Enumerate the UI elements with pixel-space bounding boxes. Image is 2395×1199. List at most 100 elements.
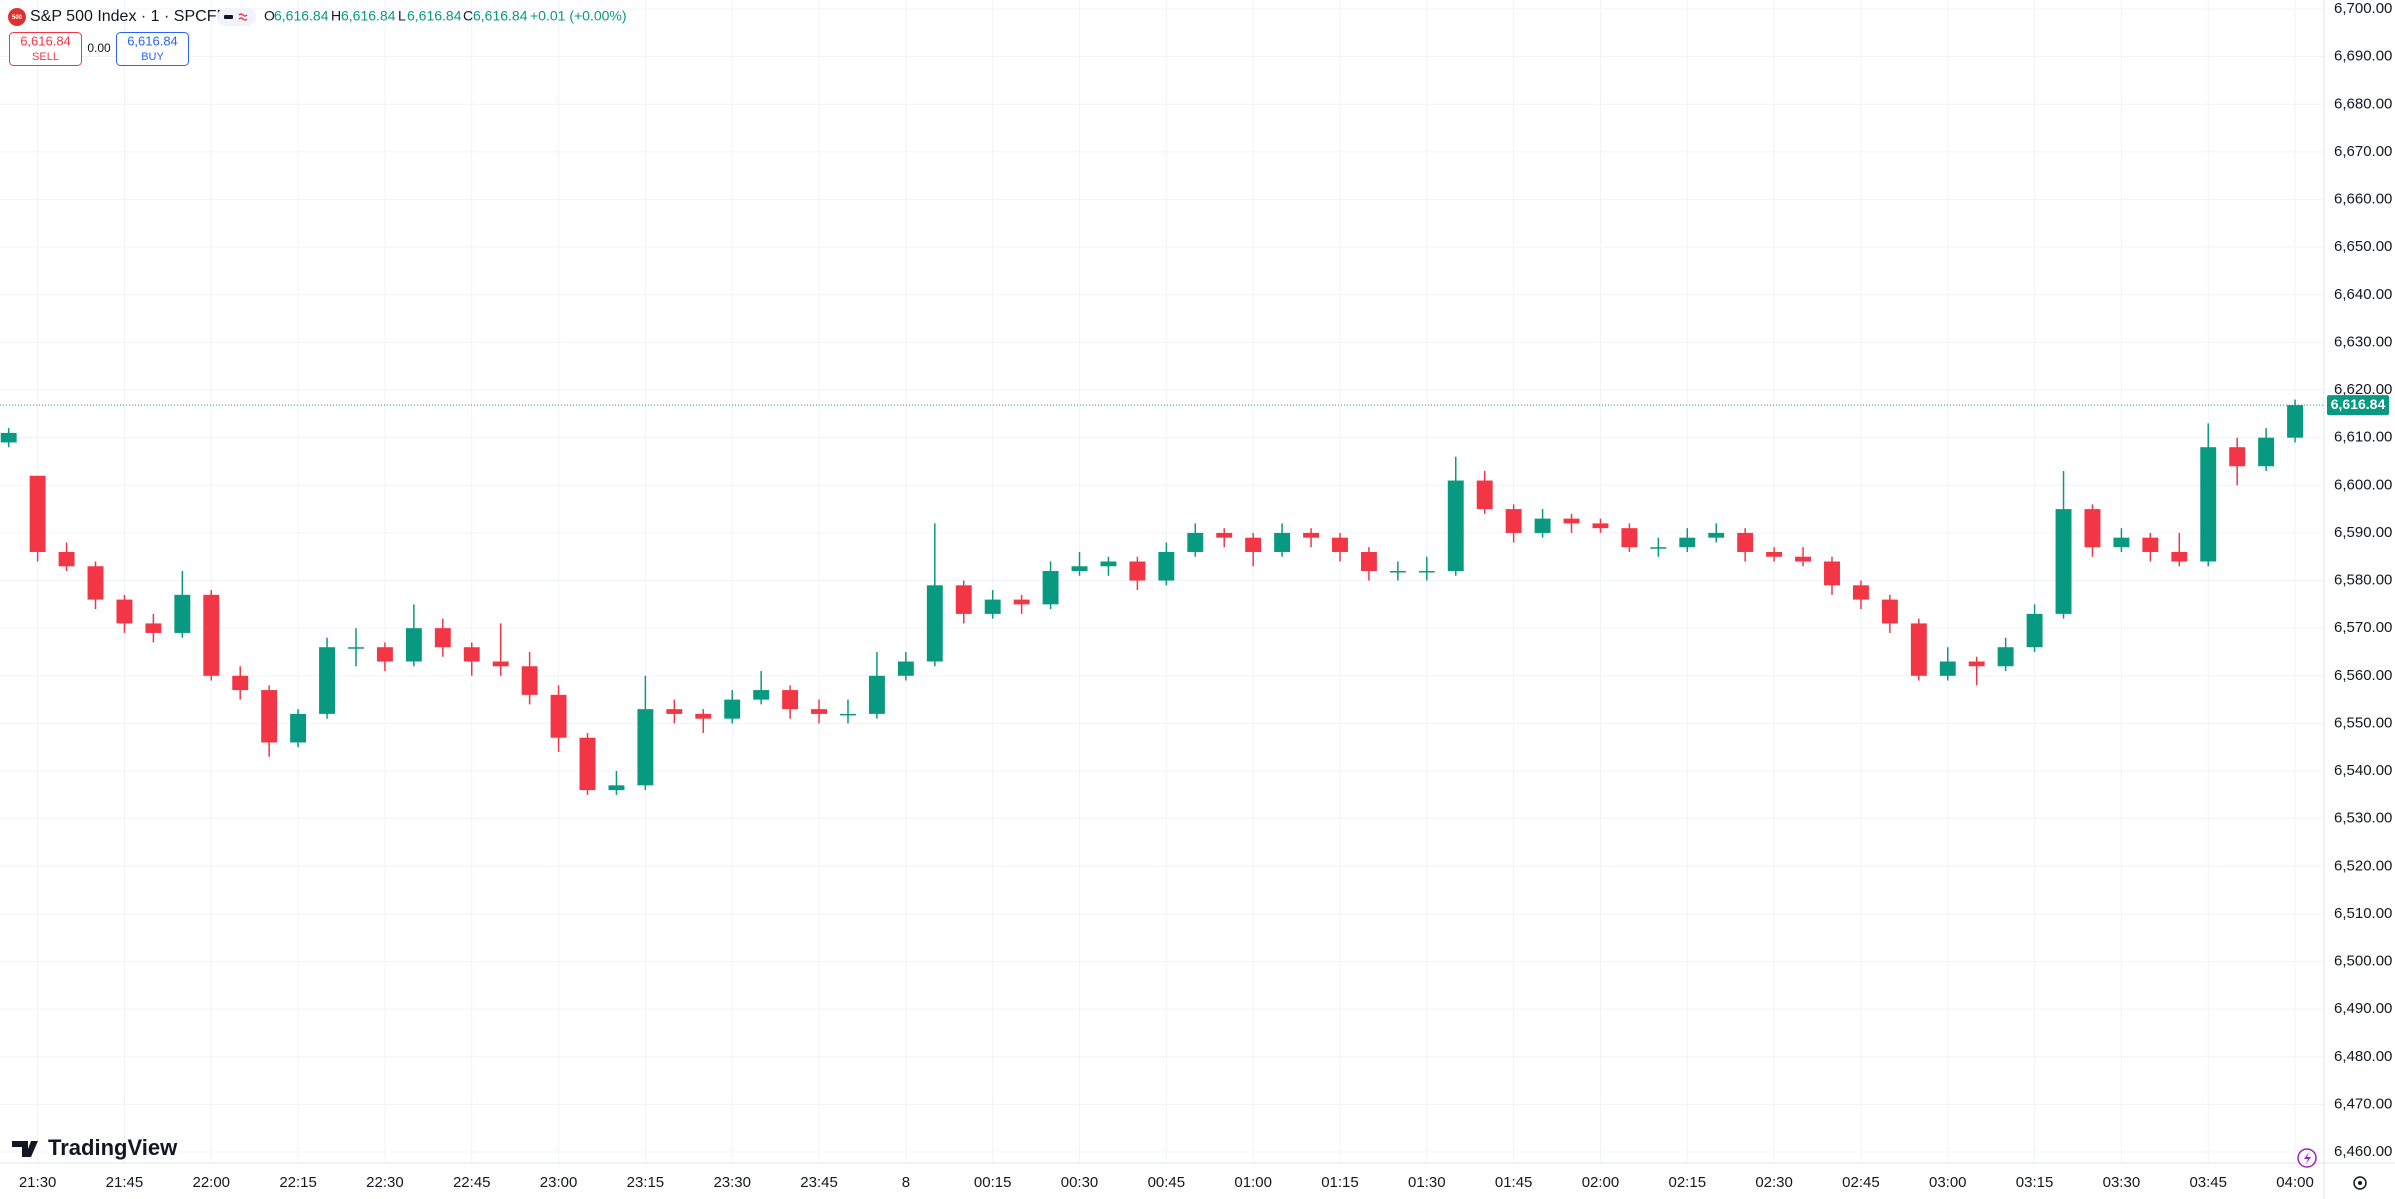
candle-body — [1100, 561, 1117, 567]
candle-body — [1852, 585, 1869, 600]
candle-body — [1563, 518, 1580, 524]
candle-body — [984, 599, 1001, 614]
candle-body — [782, 690, 799, 710]
open-label: O — [264, 8, 275, 24]
y-tick-label: 6,560.00 — [2334, 667, 2392, 684]
low-label: L — [398, 8, 406, 24]
candle-body — [2142, 537, 2159, 552]
y-tick-label: 6,580.00 — [2334, 572, 2392, 589]
candle-body — [1418, 571, 1435, 573]
candle-body — [1332, 537, 1348, 552]
y-tick-label: 6,650.00 — [2334, 238, 2392, 255]
candle-body — [376, 647, 393, 662]
y-tick-label: 6,660.00 — [2334, 191, 2392, 208]
candle-body — [261, 690, 278, 743]
y-tick-label: 6,670.00 — [2334, 143, 2392, 160]
candle-body — [1389, 571, 1406, 573]
lightning-button[interactable] — [2297, 1148, 2317, 1168]
y-tick-label: 6,700.00 — [2334, 0, 2392, 17]
high-label: H — [331, 8, 341, 24]
y-tick-label: 6,500.00 — [2334, 953, 2392, 970]
status-wave — [238, 13, 248, 21]
y-tick-label: 6,690.00 — [2334, 48, 2392, 65]
candle-body — [463, 647, 480, 662]
candle-body — [1534, 518, 1551, 533]
candle-body — [695, 713, 712, 719]
y-tick-label: 6,550.00 — [2334, 714, 2392, 731]
candle-body — [926, 585, 943, 662]
low-value: 6,616.84 — [407, 8, 462, 24]
candle-body — [1621, 528, 1638, 548]
x-tick-label: 01:15 — [1321, 1174, 1359, 1191]
x-tick-label: 23:30 — [713, 1174, 751, 1191]
high-value: 6,616.84 — [341, 8, 396, 24]
buy-label: BUY — [141, 51, 164, 63]
y-tick-label: 6,470.00 — [2334, 1095, 2392, 1112]
candle-body — [1795, 556, 1812, 562]
candle-body — [0, 432, 17, 443]
brand-mark — [12, 1141, 38, 1157]
buy-price: 6,616.84 — [127, 33, 178, 48]
candle-body — [608, 785, 625, 791]
y-tick-label: 6,480.00 — [2334, 1048, 2392, 1065]
candle-body — [1303, 532, 1320, 538]
candle-body — [666, 709, 683, 714]
candle-body — [1071, 566, 1088, 572]
candle-body — [405, 628, 422, 662]
candle-body — [492, 661, 509, 667]
brand-logo[interactable]: TradingView — [12, 1135, 178, 1160]
candle-body — [1187, 532, 1204, 552]
x-tick-label: 01:45 — [1495, 1174, 1533, 1191]
candle-body — [521, 666, 538, 695]
candle-body — [145, 623, 162, 633]
candle-body — [1997, 647, 2014, 667]
y-tick-label: 6,590.00 — [2334, 524, 2392, 541]
x-tick-label: 02:00 — [1582, 1174, 1620, 1191]
candle-body — [840, 713, 856, 716]
candle-body — [2258, 437, 2275, 467]
last-price-tag — [2327, 395, 2389, 416]
x-tick-label: 03:45 — [2189, 1174, 2227, 1191]
x-tick-label: 02:45 — [1842, 1174, 1880, 1191]
candle-body — [1158, 551, 1175, 581]
sell-label: SELL — [32, 51, 59, 63]
x-tick-label: 22:15 — [279, 1174, 317, 1191]
x-tick-label: 23:00 — [540, 1174, 578, 1191]
candle-body — [897, 661, 914, 676]
candle-body — [58, 551, 75, 567]
candles — [0, 399, 2324, 795]
grid — [0, 0, 2324, 1163]
status-dash — [224, 15, 233, 19]
settings-icon — [2358, 1181, 2362, 1185]
x-tick-label: 21:30 — [19, 1174, 57, 1191]
candle-body — [1505, 509, 1522, 533]
candle-body — [1360, 551, 1377, 572]
last-price-label: 6,616.84 — [2331, 396, 2386, 412]
y-tick-label: 6,490.00 — [2334, 1000, 2392, 1017]
candle-body — [87, 566, 104, 600]
x-tick-label: 00:30 — [1061, 1174, 1099, 1191]
candle-body — [724, 699, 741, 719]
x-tick-label: 01:30 — [1408, 1174, 1446, 1191]
candle-body — [29, 475, 46, 552]
candle-body — [1129, 561, 1146, 581]
brand-name: TradingView — [48, 1135, 178, 1160]
buy-button[interactable] — [116, 32, 189, 66]
status-pill[interactable] — [217, 8, 256, 26]
symbol-title[interactable]: S&P 500 Index · 1 · SPCFD — [30, 8, 228, 25]
y-tick-label: 6,510.00 — [2334, 905, 2392, 922]
settings-button[interactable] — [2353, 1176, 2367, 1190]
candle-body — [753, 690, 770, 700]
sell-button[interactable] — [9, 32, 82, 66]
y-tick-label: 6,530.00 — [2334, 810, 2392, 827]
header: 500 S&P 500 Index · 1 · SPCFD O 6,616.84… — [8, 8, 627, 66]
candle-body — [348, 647, 364, 649]
x-tick-label: 22:30 — [366, 1174, 404, 1191]
x-tick-label: 00:15 — [974, 1174, 1012, 1191]
y-tick-label: 6,460.00 — [2334, 1143, 2392, 1160]
candle-body — [550, 694, 567, 738]
candle-body — [2229, 447, 2246, 467]
candle-body — [1708, 532, 1725, 538]
x-tick-label: 23:45 — [800, 1174, 838, 1191]
